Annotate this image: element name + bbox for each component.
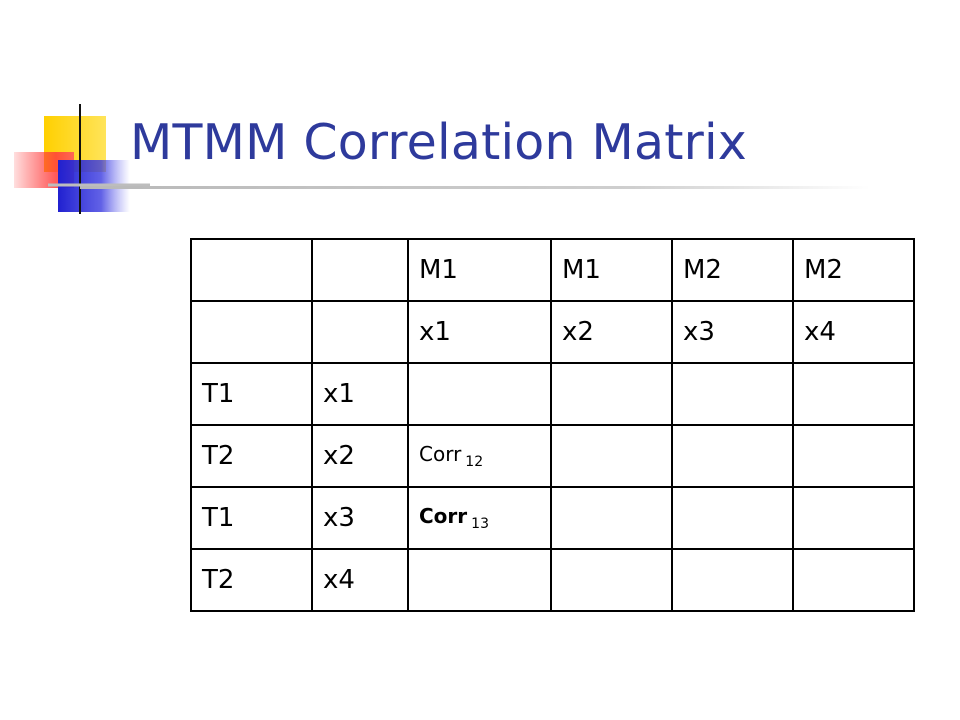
table-cell-variable: x1 [311,362,409,426]
table-cell [550,486,673,550]
table-row-variable-header: x1 x2 x3 x4 [190,300,915,364]
corr-label: Corr [419,504,468,528]
table-cell-method: M1 [550,238,673,302]
table-row: T1 x3 Corr 13 [190,486,915,550]
table-cell [671,424,794,488]
table-row: T2 x4 [190,548,915,612]
corr-subscript: 13 [471,516,489,532]
table-cell-trait: T2 [190,548,313,612]
table-cell [190,238,313,302]
corr-subscript: 12 [465,454,484,470]
table-cell [792,362,915,426]
table-cell-corr-13: Corr 13 [407,486,552,550]
table-cell-variable: x1 [407,300,552,364]
table-cell-method: M2 [671,238,794,302]
table-cell [190,300,313,364]
table-cell [671,486,794,550]
table-cell [311,238,409,302]
table-cell-variable: x4 [311,548,409,612]
table-cell [550,548,673,612]
table-cell [671,362,794,426]
title-divider [80,186,870,189]
table-cell-trait: T1 [190,362,313,426]
table-cell [550,424,673,488]
table-cell-method: M1 [407,238,552,302]
table-cell [671,548,794,612]
table-cell [407,362,552,426]
table-row: T2 x2 Corr 12 [190,424,915,488]
table-cell [550,362,673,426]
table-cell-method: M2 [792,238,915,302]
table-cell-variable: x3 [311,486,409,550]
table-cell [792,424,915,488]
table-cell-trait: T2 [190,424,313,488]
corr-label: Corr [419,442,462,466]
table-cell-variable: x2 [311,424,409,488]
table-cell [792,548,915,612]
table-row: T1 x1 [190,362,915,426]
mtmm-correlation-table: M1 M1 M2 M2 x1 x2 x3 x4 T1 x1 T2 x2 Corr… [190,238,915,612]
table-cell-variable: x4 [792,300,915,364]
table-cell [311,300,409,364]
table-cell-variable: x2 [550,300,673,364]
table-cell [407,548,552,612]
table-cell [792,486,915,550]
table-cell-trait: T1 [190,486,313,550]
table-cell-corr-12: Corr 12 [407,424,552,488]
slide-title: MTMM Correlation Matrix [130,114,747,171]
table-row-method-header: M1 M1 M2 M2 [190,238,915,302]
table-cell-variable: x3 [671,300,794,364]
